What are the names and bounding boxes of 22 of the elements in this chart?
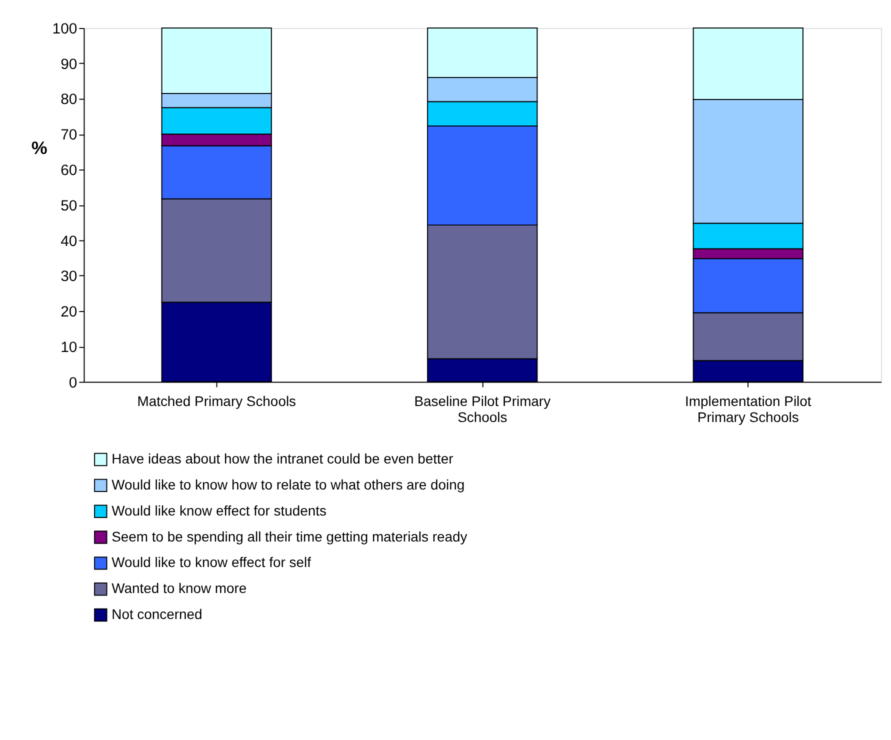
y-tick-label: 70 — [60, 126, 78, 144]
x-tick-label: Implementation Pilot Primary Schools — [685, 393, 812, 426]
x-tick-label: Baseline Pilot Primary Schools — [414, 393, 551, 426]
y-tick-label: 30 — [60, 268, 78, 286]
legend-label: Have ideas about how the intranet could be even better — [112, 450, 454, 467]
legend-label: Would like to know how to relate to what others are doing — [112, 476, 465, 492]
y-tick-label: 20 — [60, 304, 78, 321]
legend-label: Not concerned — [112, 606, 202, 622]
y-tick-label: 90 — [60, 56, 78, 73]
y-tick-label: 50 — [60, 197, 78, 214]
y-tick-label: 40 — [60, 232, 78, 250]
y-tick-label: 60 — [60, 162, 78, 179]
y-tick-label: 100 — [52, 20, 78, 38]
legend-label: Would like know effect for students — [112, 502, 327, 518]
y-tick-label: 80 — [60, 91, 78, 108]
x-tick-label: Matched Primary Schools — [137, 393, 296, 410]
legend-label: Seem to be spending all their time getting materials ready — [112, 528, 468, 544]
legend-label: Would like to know effect for self — [112, 554, 312, 570]
y-tick-label: 10 — [60, 338, 78, 356]
legend-label: Wanted to know more — [112, 580, 247, 596]
y-axis-title: % — [31, 138, 48, 158]
y-tick-label: 0 — [68, 374, 78, 392]
